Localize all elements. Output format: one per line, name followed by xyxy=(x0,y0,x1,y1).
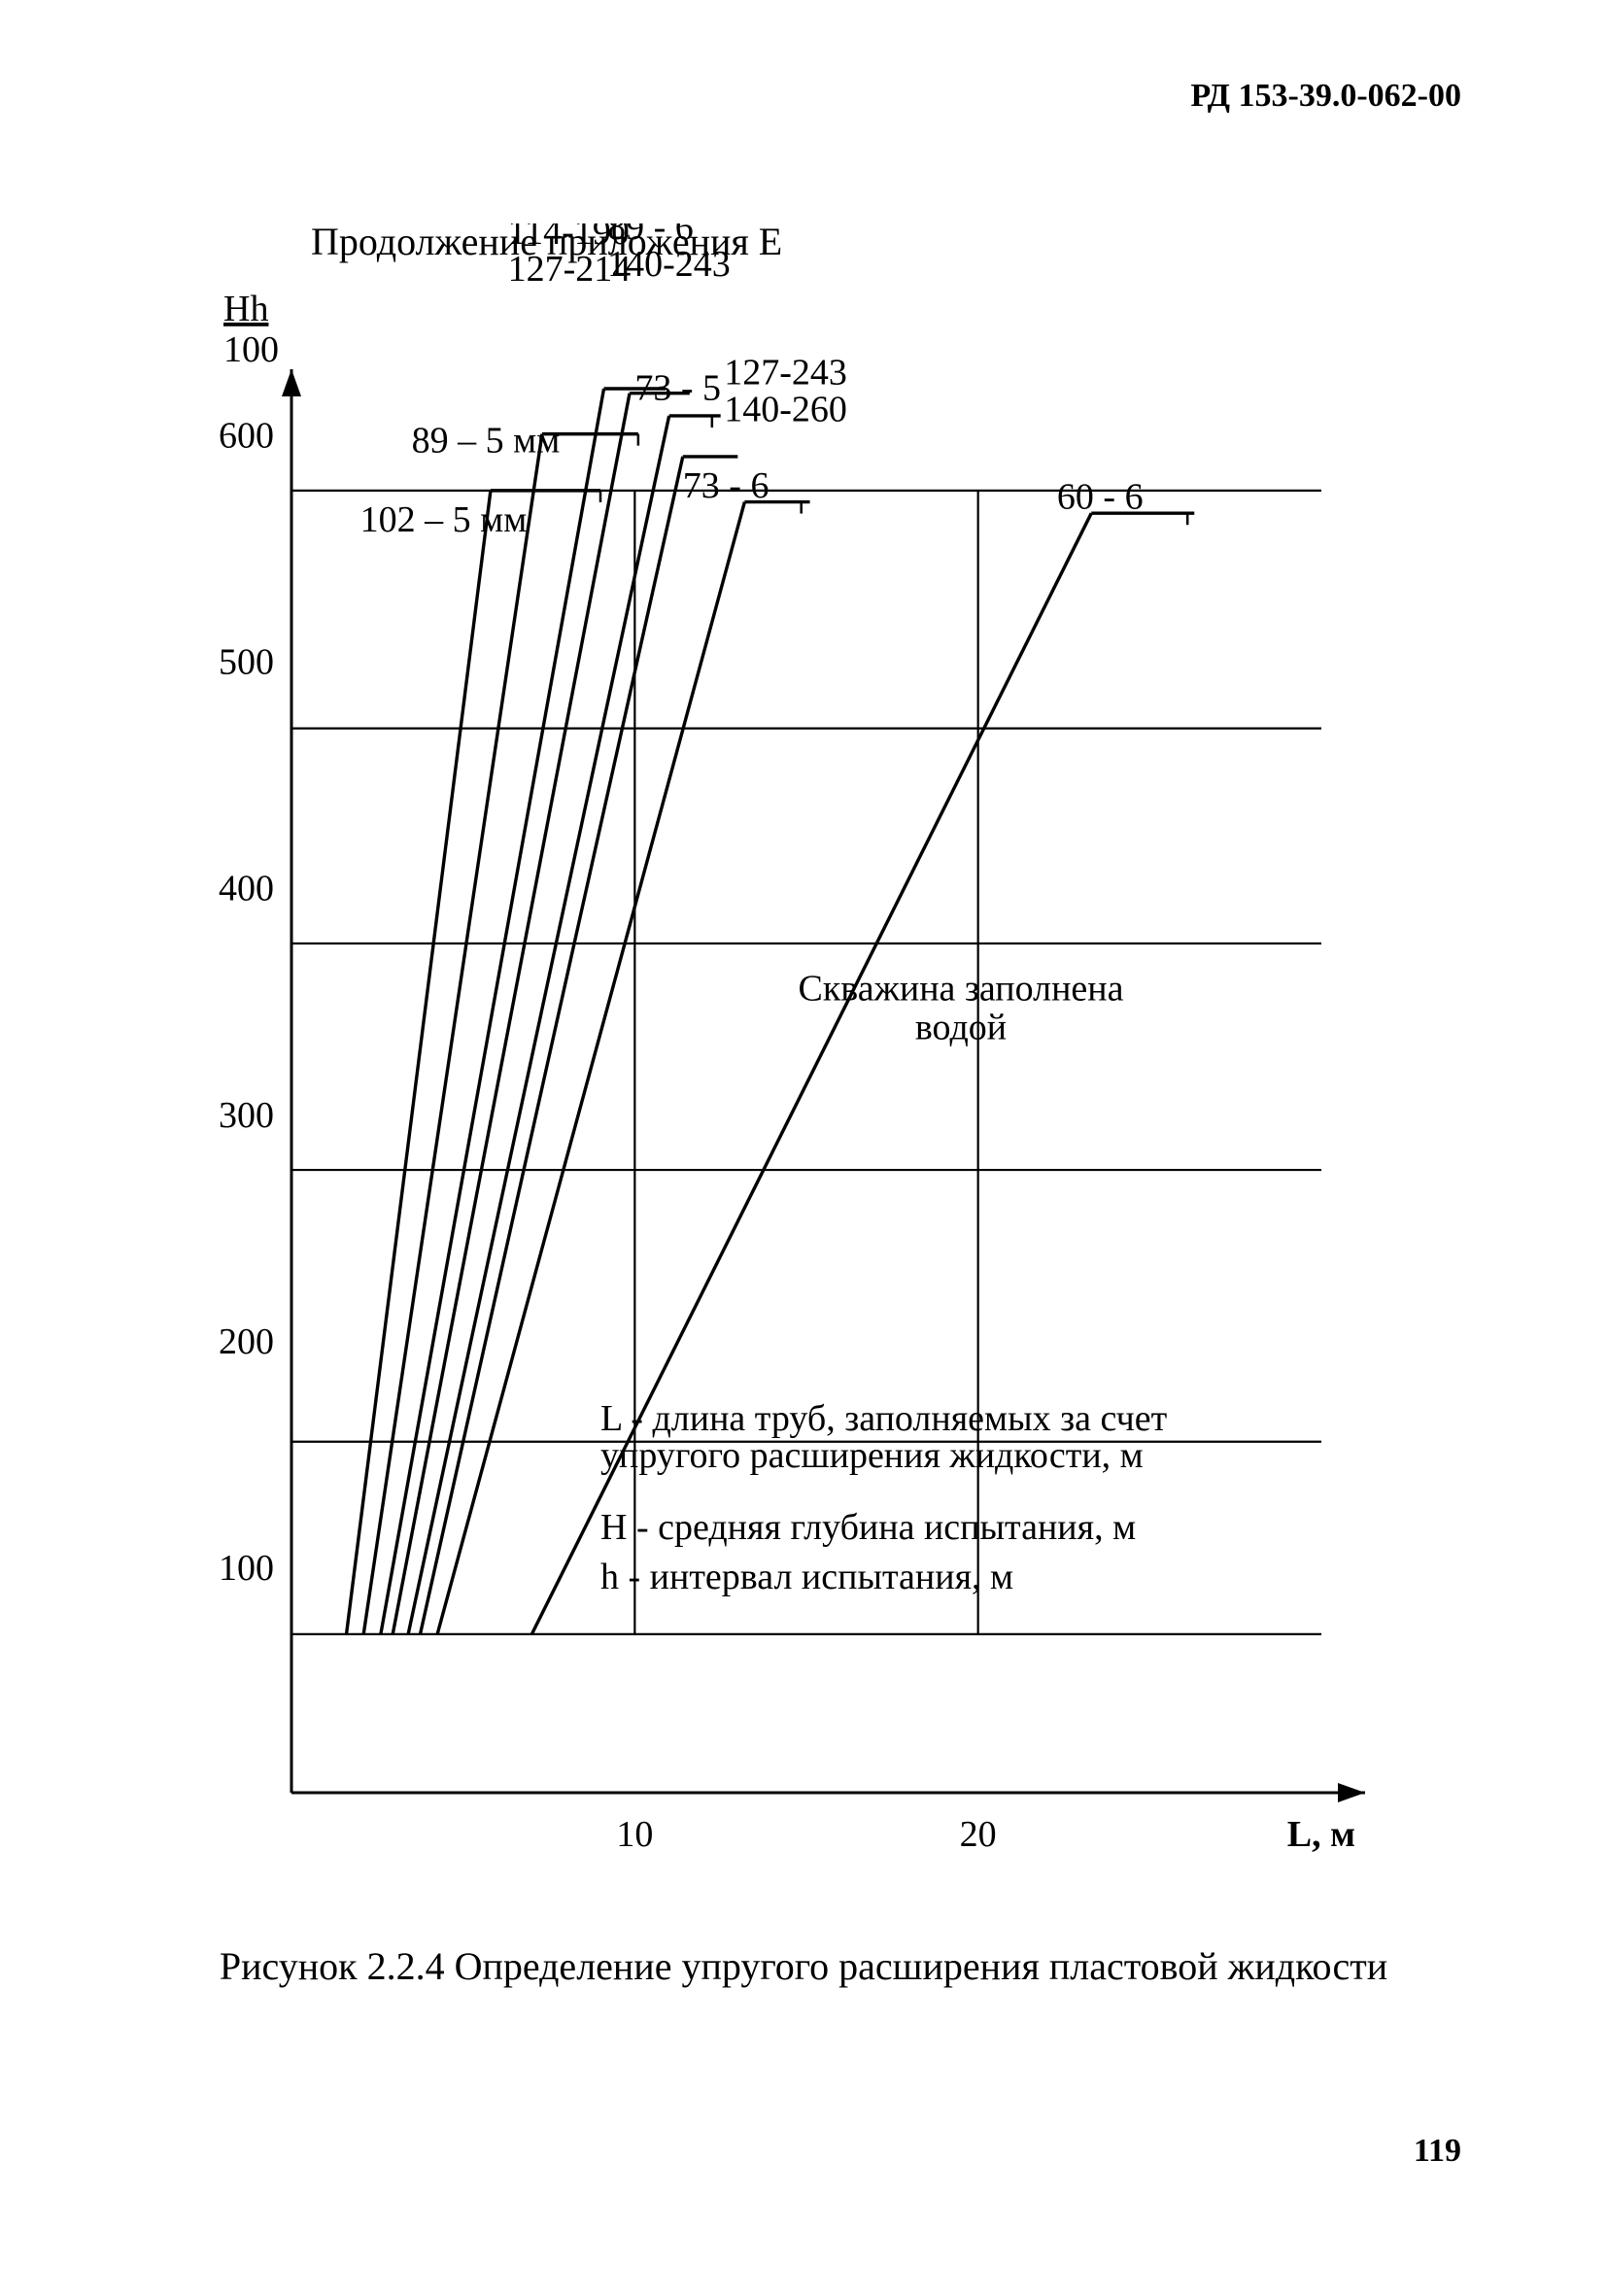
series-label-102-5mm: 102 – 5 мм xyxy=(360,499,528,540)
legend-H: H - средняя глубина испытания, м xyxy=(600,1507,1136,1548)
series-label-89-6-140-243: 140-243 xyxy=(607,244,731,285)
figure-caption: Рисунок 2.2.4 Определение упругого расши… xyxy=(0,1943,1607,1989)
svg-text:20: 20 xyxy=(960,1814,997,1855)
well-filled-water: водой xyxy=(915,1007,1007,1047)
chart-svg: 100200300400500600Hh1001020L, м102 – 5 м… xyxy=(175,223,1457,1895)
series-102-5mm xyxy=(347,491,491,1634)
series-89-6-140-243 xyxy=(393,394,630,1634)
series-label-73-5: 73 - 5 xyxy=(634,368,721,409)
series-label-127-243-140-260: 140-260 xyxy=(724,389,847,429)
svg-text:L, м: L, м xyxy=(1287,1814,1355,1855)
svg-text:300: 300 xyxy=(219,1095,274,1136)
svg-text:Hh: Hh xyxy=(223,289,268,329)
series-114-190-127-214 xyxy=(381,389,604,1634)
svg-text:600: 600 xyxy=(219,416,274,457)
svg-text:10: 10 xyxy=(616,1814,653,1855)
series-label-60-6: 60 - 6 xyxy=(1057,477,1144,518)
svg-text:200: 200 xyxy=(219,1321,274,1362)
document-page: РД 153-39.0-062-00 Продолжение приложени… xyxy=(0,0,1607,2296)
svg-text:500: 500 xyxy=(219,642,274,683)
series-label-127-243-140-260: 127-243 xyxy=(724,352,847,393)
legend-L: L - длина труб, заполняемых за счет xyxy=(600,1398,1168,1439)
legend-L: упругого расширения жидкости, м xyxy=(600,1435,1144,1476)
series-label-89-5mm: 89 – 5 мм xyxy=(412,420,561,461)
legend-h: h - интервал испытания, м xyxy=(600,1557,1013,1597)
svg-text:100: 100 xyxy=(223,329,279,370)
series-label-73-6: 73 - 6 xyxy=(683,465,769,506)
page-number: 119 xyxy=(1414,2133,1461,2170)
series-89-5mm xyxy=(363,434,542,1634)
svg-text:100: 100 xyxy=(219,1548,274,1589)
well-filled-water: Скважина заполнена xyxy=(799,968,1124,1009)
chart-expansion-lines: 100200300400500600Hh1001020L, м102 – 5 м… xyxy=(175,223,1457,1895)
svg-text:400: 400 xyxy=(219,869,274,909)
document-code: РД 153-39.0-062-00 xyxy=(1191,78,1462,115)
